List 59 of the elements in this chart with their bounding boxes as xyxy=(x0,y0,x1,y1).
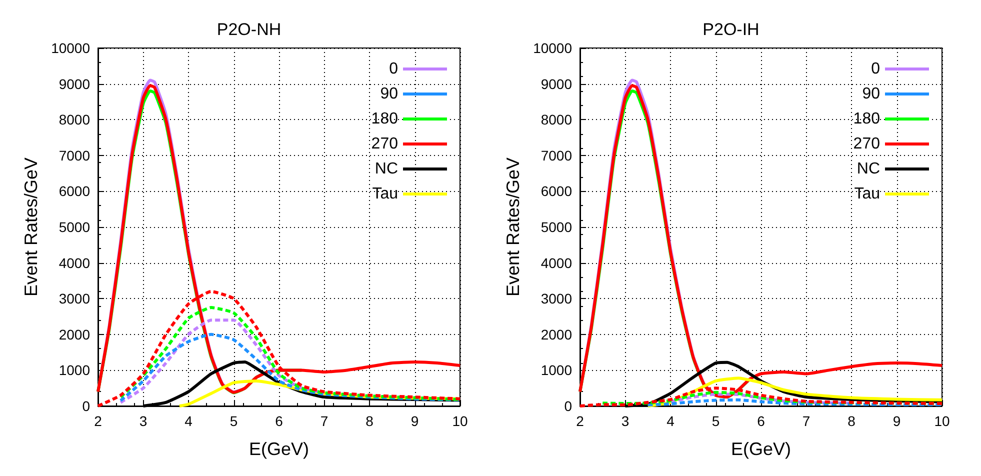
y-tick-label: 5000 xyxy=(58,219,90,235)
legend-label: NC xyxy=(856,160,880,178)
legend-label: 0 xyxy=(389,60,398,78)
x-tick-label: 6 xyxy=(275,413,284,429)
x-tick-label: 2 xyxy=(94,413,102,429)
y-tick-label: 9000 xyxy=(58,76,90,92)
y-tick-label: 0 xyxy=(82,398,90,414)
y-tick-label: 9000 xyxy=(540,76,572,92)
line-series xyxy=(119,332,462,402)
y-tick-label: 7000 xyxy=(58,147,90,164)
x-tick-label: 3 xyxy=(621,413,630,429)
y-tick-label: 10000 xyxy=(51,40,90,56)
legend-label: 90 xyxy=(862,86,880,102)
y-tick-label: 1000 xyxy=(540,362,572,378)
y-tick-label: 10000 xyxy=(533,40,572,56)
x-tick-label: 10 xyxy=(934,413,950,429)
y-tick-label: 3000 xyxy=(58,290,90,307)
y-tick-label: 4000 xyxy=(540,254,572,271)
y-tick-label: 6000 xyxy=(540,183,572,200)
x-tick-label: 7 xyxy=(802,413,810,429)
x-tick-label: 10 xyxy=(452,413,468,429)
x-tick-label: 4 xyxy=(184,413,193,429)
x-tick-label: 6 xyxy=(757,413,766,429)
y-tick-label: 3000 xyxy=(540,290,572,307)
x-axis-title: E(GeV) xyxy=(730,439,792,459)
x-tick-label: 5 xyxy=(712,413,720,429)
y-tick-label: 8000 xyxy=(540,112,572,128)
x-tick-label: 4 xyxy=(666,413,675,429)
legend-label: 180 xyxy=(371,110,398,128)
y-tick-label: 2000 xyxy=(540,326,572,342)
x-axis-title: E(GeV) xyxy=(248,439,310,459)
y-tick-label: 0 xyxy=(564,398,572,414)
y-tick-label: 6000 xyxy=(58,183,90,200)
legend-label: Tau xyxy=(372,186,398,202)
x-tick-label: 9 xyxy=(410,413,419,429)
y-tick-label: 2000 xyxy=(58,326,90,342)
legend-label: Tau xyxy=(854,186,880,202)
legend-label: 180 xyxy=(853,110,880,128)
x-tick-label: 9 xyxy=(892,413,901,429)
x-tick-label: 3 xyxy=(139,413,148,429)
legend-label: NC xyxy=(374,160,398,178)
legend-label: 90 xyxy=(380,86,398,102)
x-tick-label: 2 xyxy=(576,413,584,429)
legend-label: 270 xyxy=(853,136,880,152)
y-tick-label: 5000 xyxy=(540,219,572,235)
chart-title: P2O-IH xyxy=(702,20,760,39)
x-tick-label: 7 xyxy=(320,413,328,429)
y-tick-label: 1000 xyxy=(58,362,90,378)
y-axis-title: Event Rates/GeV xyxy=(21,157,41,297)
x-tick-label: 5 xyxy=(230,413,238,429)
chart-title: P2O-NH xyxy=(216,20,282,39)
y-tick-label: 4000 xyxy=(58,254,90,271)
legend-label: 270 xyxy=(371,136,398,152)
y-tick-label: 8000 xyxy=(58,112,90,128)
y-axis-title: Event Rates/GeV xyxy=(503,157,523,297)
x-tick-label: 8 xyxy=(848,413,856,429)
x-tick-label: 8 xyxy=(366,413,374,429)
y-tick-label: 7000 xyxy=(540,147,572,164)
legend-label: 0 xyxy=(871,60,880,78)
